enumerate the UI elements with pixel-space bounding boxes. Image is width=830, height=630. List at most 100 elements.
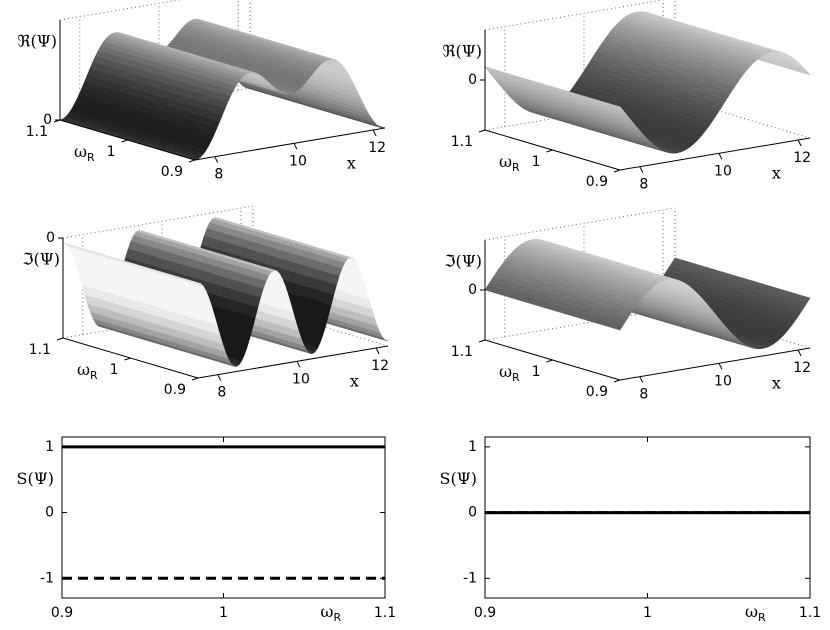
x-tick-label: 12 bbox=[368, 140, 386, 156]
box-edge bbox=[62, 205, 254, 239]
axis-label: ωR bbox=[745, 602, 766, 625]
y-tick-label: 0.9 bbox=[164, 382, 186, 398]
x-tick-label: 12 bbox=[371, 358, 389, 374]
x-tick-label: 8 bbox=[639, 177, 648, 193]
y-axis-label: S(Ψ) bbox=[440, 469, 477, 488]
x-tick-label: 1 bbox=[219, 605, 228, 621]
x-tick-label: 8 bbox=[639, 387, 648, 403]
y-tick bbox=[478, 339, 486, 343]
y-tick-label: 0.9 bbox=[586, 384, 608, 400]
axis-label: ωR bbox=[320, 602, 341, 625]
axis-label-main: ω bbox=[745, 602, 758, 621]
axis-label-main: ω bbox=[74, 142, 87, 161]
box-edge bbox=[484, 0, 667, 31]
y-tick bbox=[124, 357, 131, 361]
box-edge bbox=[59, 0, 182, 21]
y-tick-label: 1 bbox=[107, 144, 116, 160]
y-tick bbox=[121, 139, 128, 143]
axis-label: ωR bbox=[74, 142, 95, 165]
x-tick-label: 12 bbox=[793, 150, 811, 166]
x-tick bbox=[797, 349, 802, 357]
x-tick bbox=[296, 361, 301, 368]
x-tick-label: 10 bbox=[292, 371, 310, 387]
y-tick bbox=[191, 377, 199, 381]
y-tick-label: 1 bbox=[532, 364, 541, 380]
z-axis-label: ℑ(Ψ) bbox=[22, 250, 60, 269]
x-tick bbox=[293, 143, 298, 150]
axis-label-main: ω bbox=[499, 362, 512, 381]
x-axis-label: x bbox=[347, 154, 356, 173]
y-axis-label: S(Ψ) bbox=[17, 469, 54, 488]
y-tick bbox=[478, 129, 486, 133]
y-tick-label: 1.1 bbox=[451, 344, 473, 360]
x-axis bbox=[619, 137, 811, 171]
axis-label-sub: R bbox=[512, 371, 520, 384]
z-tick-label: 0 bbox=[46, 230, 55, 246]
x-tick-label: 1 bbox=[643, 605, 652, 621]
y-tick-label: 1.1 bbox=[451, 134, 473, 150]
surface-strip bbox=[62, 242, 201, 284]
y-tick-label: 1 bbox=[532, 154, 541, 170]
y-tick-label: 1.1 bbox=[29, 342, 51, 358]
z-tick-label: 0 bbox=[468, 282, 477, 298]
x-tick-label: 0.9 bbox=[474, 605, 496, 621]
y-tick-label: 1 bbox=[468, 439, 477, 455]
axis-label: ωR bbox=[499, 362, 520, 385]
y-tick-label: -1 bbox=[40, 570, 54, 586]
plot-frame bbox=[61, 436, 386, 599]
y-tick bbox=[546, 149, 553, 153]
y-tick bbox=[188, 159, 196, 163]
y-tick-label: 1 bbox=[45, 439, 54, 455]
x-axis-label: x bbox=[772, 374, 781, 393]
axis-label-sub: R bbox=[758, 611, 766, 624]
axis-label-sub: R bbox=[333, 611, 341, 624]
y-tick-label: -1 bbox=[463, 570, 477, 586]
x-tick bbox=[718, 363, 723, 370]
x-tick-label: 0.9 bbox=[51, 605, 73, 621]
z-tick-label: 0 bbox=[43, 112, 52, 128]
axis-label: ωR bbox=[499, 152, 520, 175]
x-tick bbox=[214, 156, 219, 163]
axis-label-main: ω bbox=[77, 360, 90, 379]
axis-label-main: ω bbox=[320, 602, 333, 621]
x-tick bbox=[639, 166, 644, 173]
y-tick-label: 0.9 bbox=[161, 164, 183, 180]
x-axis bbox=[619, 347, 811, 381]
y-tick-label: 1.1 bbox=[26, 124, 48, 140]
x-tick bbox=[718, 153, 723, 160]
plot-frame bbox=[484, 436, 811, 599]
x-axis-label: x bbox=[772, 164, 781, 183]
x-tick bbox=[639, 376, 644, 383]
axis-label-sub: R bbox=[90, 369, 98, 382]
y-tick-label: 0.9 bbox=[586, 174, 608, 190]
axis-label-main: ω bbox=[499, 152, 512, 171]
y-tick bbox=[613, 169, 621, 173]
axis-label-sub: R bbox=[512, 161, 520, 174]
y-tick bbox=[546, 359, 553, 363]
x-tick bbox=[217, 374, 222, 381]
x-axis bbox=[197, 345, 389, 379]
z-axis-label: ℜ(Ψ) bbox=[442, 42, 482, 61]
x-tick-label: 10 bbox=[289, 153, 307, 169]
x-tick-label: 12 bbox=[793, 360, 811, 376]
x-tick-label: 10 bbox=[714, 373, 732, 389]
y-tick-label: 1 bbox=[110, 362, 119, 378]
x-tick bbox=[372, 129, 377, 137]
axis-label: ωR bbox=[77, 360, 98, 383]
surface-strip bbox=[484, 66, 624, 111]
surface-strip bbox=[484, 285, 624, 331]
x-axis-label: x bbox=[350, 372, 359, 391]
y-tick bbox=[56, 337, 64, 341]
y-tick-label: 0 bbox=[45, 505, 54, 521]
x-tick bbox=[375, 347, 380, 355]
x-tick-label: 8 bbox=[217, 385, 226, 401]
z-axis-label: ℜ(Ψ) bbox=[17, 32, 57, 51]
x-axis bbox=[194, 127, 386, 161]
axis-label-sub: R bbox=[87, 151, 95, 164]
x-tick-label: 1.1 bbox=[374, 605, 396, 621]
z-axis-label: ℑ(Ψ) bbox=[444, 252, 482, 271]
y-tick-label: 0 bbox=[468, 505, 477, 521]
x-tick-label: 8 bbox=[214, 167, 223, 183]
z-tick-label: 0 bbox=[468, 72, 477, 88]
